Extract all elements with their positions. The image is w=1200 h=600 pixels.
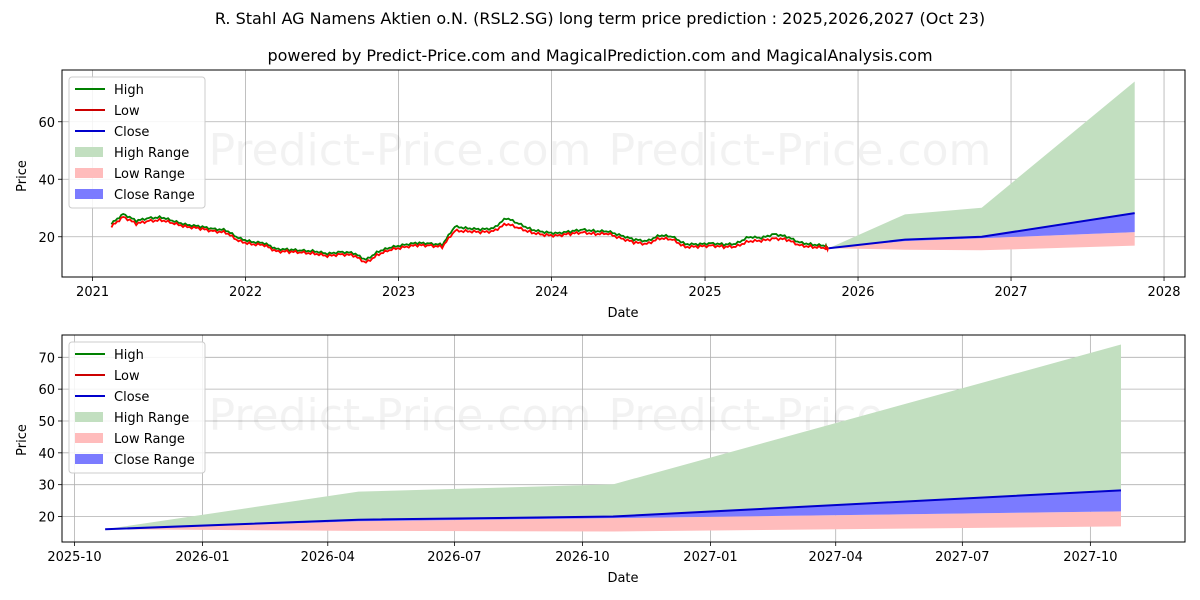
legend-label: Close Range bbox=[114, 188, 195, 203]
x-tick-label: 2027 bbox=[994, 285, 1027, 300]
y-tick-label: 30 bbox=[38, 479, 55, 494]
legend-patch-swatch bbox=[75, 433, 103, 443]
legend-label: Low Range bbox=[114, 432, 185, 447]
y-tick-label: 60 bbox=[38, 383, 55, 398]
legend-label: High Range bbox=[114, 411, 189, 426]
legend-patch-swatch bbox=[75, 147, 103, 157]
history-chart-panel: Predict-Price.com Predict-Price.com 2021 2… bbox=[15, 69, 1186, 321]
x-tick-label: 2027-10 bbox=[1063, 550, 1117, 565]
x-tick-label: 2023 bbox=[382, 285, 415, 300]
y-tick-label: 40 bbox=[38, 173, 55, 188]
x-tick-label: 2027-04 bbox=[809, 550, 863, 565]
legend-label: Low bbox=[114, 369, 140, 384]
y-tick-label: 60 bbox=[38, 116, 55, 131]
legend-label: Close bbox=[114, 125, 149, 140]
legend-label: High bbox=[114, 83, 144, 98]
high-range-area bbox=[828, 81, 1135, 249]
prediction-chart-panel: Predict-Price.com Predict-Price.com 2025-… bbox=[15, 334, 1186, 586]
close-range-area bbox=[105, 490, 1121, 530]
data-series bbox=[105, 344, 1122, 532]
x-axis-label: Date bbox=[607, 571, 638, 586]
legend-label: Close bbox=[114, 390, 149, 405]
x-tick-label: 2026-10 bbox=[555, 550, 609, 565]
chart-title: R. Stahl AG Namens Aktien o.N. (RSL2.SG)… bbox=[214, 9, 986, 28]
high-range-area bbox=[105, 344, 1121, 530]
legend-label: Low bbox=[114, 104, 140, 119]
watermark-text: Predict-Price.com bbox=[609, 125, 992, 176]
legend: High Low Close High Range Low Range Close Ran… bbox=[68, 341, 206, 474]
axis-ticks: 2021 2022 2023 2024 2025 2026 2027 2028 20 40 60 bbox=[38, 116, 1180, 300]
x-tick-label: 2024 bbox=[535, 285, 568, 300]
low-range-area bbox=[105, 511, 1121, 532]
y-tick-label: 50 bbox=[38, 415, 55, 430]
legend-patch-swatch bbox=[75, 168, 103, 178]
x-tick-label: 2025-10 bbox=[47, 550, 101, 565]
x-tick-label: 2026-04 bbox=[301, 550, 355, 565]
x-tick-label: 2025 bbox=[688, 285, 721, 300]
y-tick-label: 70 bbox=[38, 351, 55, 366]
close-range-area bbox=[828, 213, 1135, 249]
legend-label: Close Range bbox=[114, 453, 195, 468]
legend: High Low Close High Range Low Range Close Ran… bbox=[68, 76, 206, 209]
x-tick-label: 2026-01 bbox=[175, 550, 229, 565]
x-tick-label: 2028 bbox=[1147, 285, 1180, 300]
y-axis-label: Price bbox=[15, 160, 30, 192]
x-tick-label: 2021 bbox=[76, 285, 109, 300]
x-axis-label: Date bbox=[607, 306, 638, 321]
x-tick-label: 2027-07 bbox=[935, 550, 989, 565]
chart-subtitle: powered by Predict-Price.com and Magical… bbox=[267, 46, 933, 65]
legend-label: High bbox=[114, 348, 144, 363]
watermark-text: Predict-Price.com bbox=[209, 390, 592, 441]
x-tick-label: 2026-07 bbox=[427, 550, 481, 565]
watermark: Predict-Price.com Predict-Price.com bbox=[209, 125, 992, 176]
low-line bbox=[110, 216, 830, 264]
high-line bbox=[110, 213, 829, 261]
y-tick-label: 40 bbox=[38, 447, 55, 462]
data-series bbox=[110, 81, 1135, 264]
legend-label: Low Range bbox=[114, 167, 185, 182]
legend-patch-swatch bbox=[75, 189, 103, 199]
axes-frame bbox=[61, 69, 1186, 278]
close-line bbox=[105, 489, 1122, 531]
close-line bbox=[828, 212, 1135, 250]
y-axis-label: Price bbox=[15, 424, 30, 456]
axes-frame bbox=[61, 334, 1186, 543]
x-tick-label: 2027-01 bbox=[683, 550, 737, 565]
y-tick-label: 20 bbox=[38, 511, 55, 526]
x-tick-label: 2026 bbox=[841, 285, 874, 300]
low-range-area bbox=[828, 232, 1135, 251]
legend-patch-swatch bbox=[75, 454, 103, 464]
y-tick-label: 20 bbox=[38, 231, 55, 246]
watermark-text: Predict-Price.com bbox=[209, 125, 592, 176]
x-tick-label: 2022 bbox=[229, 285, 262, 300]
legend-patch-swatch bbox=[75, 412, 103, 422]
axis-ticks: 2025-10 2026-01 2026-04 2026-07 2026-10 2027-… bbox=[38, 351, 1117, 565]
legend-label: High Range bbox=[114, 146, 189, 161]
